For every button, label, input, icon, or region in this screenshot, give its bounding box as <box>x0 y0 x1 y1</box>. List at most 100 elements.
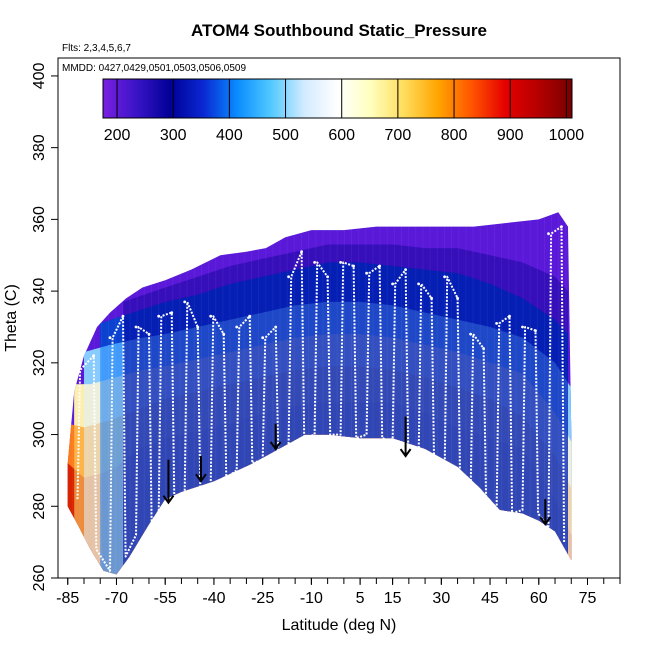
column-streak <box>265 212 267 575</box>
x-tick-label: -70 <box>105 590 128 607</box>
column-streak <box>172 212 174 575</box>
column-streak <box>393 212 395 575</box>
colorbar-tick-label: 400 <box>216 127 243 144</box>
profile-top-point <box>547 232 550 236</box>
column-streak <box>343 212 345 575</box>
profile-top-point <box>92 354 96 358</box>
colorbar-tick-label: 600 <box>328 127 355 144</box>
profile-top-point <box>521 325 524 329</box>
profile-top-point <box>261 336 265 340</box>
column-streak <box>186 212 188 575</box>
colorbar-tick-label: 900 <box>497 127 524 144</box>
column-streak <box>386 212 388 575</box>
colorbar-tick-label: 800 <box>441 127 468 144</box>
colorbar-tick-label: 700 <box>385 127 412 144</box>
colorbar-tick-label: 300 <box>160 127 187 144</box>
y-tick-label: 260 <box>31 565 48 592</box>
profile-top-point <box>417 282 420 286</box>
column-streak <box>129 212 131 575</box>
profile-top-point <box>170 311 174 314</box>
column-streak <box>243 212 245 575</box>
arrow-head <box>539 516 552 526</box>
profile-top-point <box>157 314 161 318</box>
profile-top-point <box>443 275 446 279</box>
colorbar: 200 300 400 500 600 700 800 900 1000 <box>102 78 585 144</box>
column-streak <box>508 212 510 575</box>
arrow-head <box>269 441 282 451</box>
profile-top-point <box>391 282 394 286</box>
column-streak <box>215 212 217 575</box>
column-streak <box>522 212 524 575</box>
column-streak <box>408 212 410 575</box>
column-streak <box>479 212 481 575</box>
arrow-head <box>162 495 175 505</box>
profile-top-point <box>365 271 368 275</box>
profile-top-point <box>482 347 485 350</box>
column-streak <box>436 212 438 575</box>
x-tick-label: -85 <box>56 590 79 607</box>
colorbar-tick-label: 500 <box>272 127 299 144</box>
column-streak <box>422 212 424 575</box>
column-streak <box>100 212 102 575</box>
x-tick-label: 60 <box>530 590 548 607</box>
column-streak <box>108 212 109 575</box>
profile-top-point <box>300 250 303 254</box>
column-streak <box>501 212 503 575</box>
column-streak <box>358 212 360 575</box>
x-tick-label: 15 <box>384 590 402 607</box>
column-streak <box>315 212 317 575</box>
column-streak <box>565 212 567 575</box>
plot-frame <box>57 57 621 579</box>
column-streak <box>279 212 281 575</box>
column-streak <box>365 212 367 575</box>
x-tick-label: 5 <box>356 590 365 607</box>
profile-top-point <box>508 314 511 318</box>
arrow-head <box>399 448 412 458</box>
column-streak <box>551 212 553 575</box>
profile-top-point <box>469 332 472 336</box>
profile-top-point <box>121 314 125 318</box>
y-axis: 260 280 300 320 340 360 380 400 <box>31 62 58 591</box>
column-streak <box>558 212 560 575</box>
column-streak <box>494 212 495 575</box>
y-axis-title: Theta (C) <box>3 284 20 352</box>
column-streak <box>179 212 181 575</box>
x-tick-label: -55 <box>154 590 177 607</box>
column-streak <box>301 212 302 575</box>
x-tick-label: 75 <box>579 590 597 607</box>
column-streak <box>150 212 152 575</box>
colorbar-tick-label: 200 <box>104 127 131 144</box>
colorbar-ticks: 200 300 400 500 600 700 800 900 1000 <box>104 79 585 144</box>
x-tick-label: -10 <box>300 590 323 607</box>
y-tick-label: 380 <box>31 134 48 161</box>
column-streak <box>208 212 210 575</box>
column-streak <box>465 212 467 575</box>
column-streak <box>143 212 145 575</box>
column-streak <box>286 212 288 575</box>
x-tick-label: 45 <box>481 590 499 607</box>
profile-top-point <box>147 332 151 336</box>
y-tick-label: 320 <box>31 349 48 376</box>
profile-track <box>76 225 566 572</box>
column-streak <box>529 212 531 575</box>
colorbar-tick-label: 1000 <box>549 127 585 144</box>
profile-top-point <box>495 322 498 325</box>
profile-top-point <box>76 368 79 372</box>
profile-top-point <box>430 296 433 300</box>
y-tick-label: 300 <box>31 421 48 448</box>
x-tick-label: -40 <box>202 590 225 607</box>
colorbar-gradient <box>102 78 573 119</box>
column-streak <box>515 212 517 575</box>
x-tick-label: 30 <box>432 590 450 607</box>
column-streak <box>86 212 88 575</box>
profile-top-point <box>404 268 407 271</box>
column-streak <box>308 212 310 575</box>
profile-top-point <box>534 329 537 332</box>
column-streak <box>122 212 124 575</box>
profile-top-point <box>235 325 239 329</box>
column-streak <box>336 212 338 575</box>
y-tick-label: 360 <box>31 206 48 233</box>
profile-top-point <box>248 314 252 318</box>
column-streak <box>379 212 381 575</box>
